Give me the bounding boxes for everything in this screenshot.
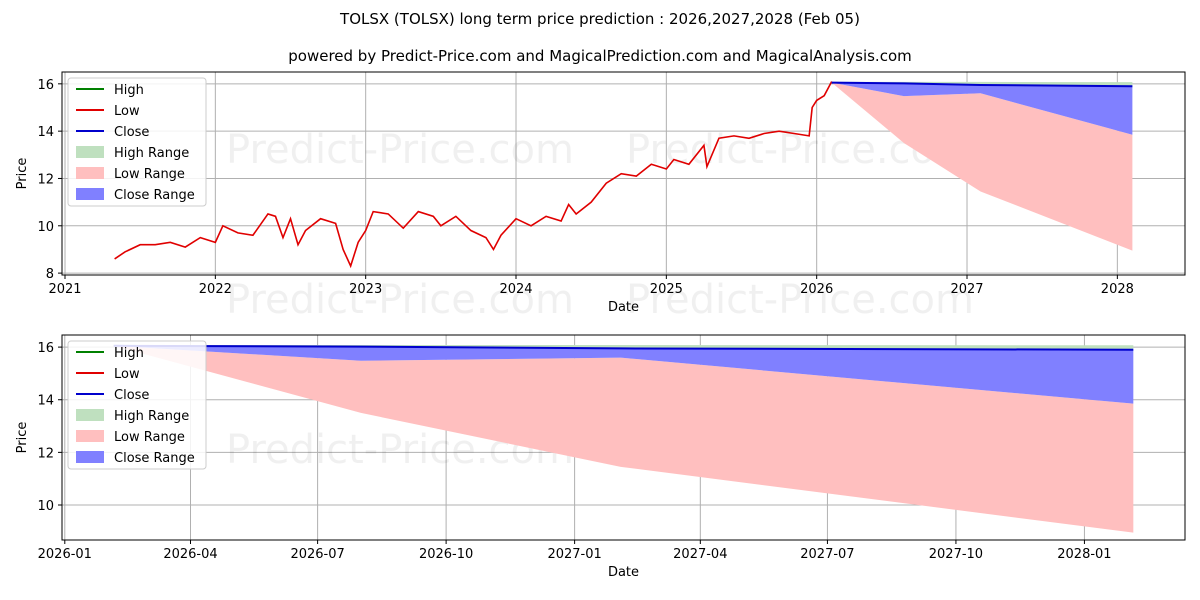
legend-label: Low Range bbox=[114, 167, 185, 182]
legend-label: Low Range bbox=[114, 430, 185, 445]
y-tick-label: 10 bbox=[37, 499, 54, 514]
x-tick-label: 2026 bbox=[800, 282, 833, 297]
x-tick-label: 2026-01 bbox=[38, 547, 92, 562]
x-tick-label: 2027-10 bbox=[929, 547, 983, 562]
x-tick-label: 2028 bbox=[1101, 282, 1134, 297]
x-tick-label: 2023 bbox=[349, 282, 382, 297]
y-tick-label: 16 bbox=[37, 78, 54, 93]
close-range-area bbox=[831, 82, 1133, 135]
y-tick-label: 10 bbox=[37, 220, 54, 235]
x-axis-label: Date bbox=[608, 300, 639, 315]
legend-swatch-close-range bbox=[76, 451, 104, 463]
legend-label: Low bbox=[114, 104, 140, 119]
axes-frame bbox=[61, 334, 1186, 541]
low-range-area bbox=[831, 82, 1133, 251]
x-tick-label: 2026-10 bbox=[419, 547, 473, 562]
close-line bbox=[113, 344, 1134, 351]
legend-label: High Range bbox=[114, 146, 189, 161]
y-axis-label: Price bbox=[15, 422, 30, 454]
y-tick-label: 16 bbox=[37, 341, 54, 356]
legend-swatch-high-range bbox=[76, 146, 104, 158]
legend-swatch-low-range bbox=[76, 167, 104, 179]
close-range-area bbox=[113, 345, 1134, 404]
x-tick-label: 2025 bbox=[650, 282, 683, 297]
low-range-area bbox=[113, 345, 1134, 533]
y-tick-label: 14 bbox=[37, 125, 54, 140]
x-tick-label: 2027-07 bbox=[800, 547, 854, 562]
chart-subtitle: powered by Predict-Price.com and Magical… bbox=[288, 47, 912, 65]
y-tick-label: 12 bbox=[37, 172, 54, 187]
x-tick-label: 2024 bbox=[499, 282, 532, 297]
legend-label: Close Range bbox=[114, 188, 195, 203]
legend-label: Close Range bbox=[114, 451, 195, 466]
x-tick-label: 2026-04 bbox=[163, 547, 217, 562]
legend-swatch-high-range bbox=[76, 409, 104, 421]
watermark: Predict-Price.com bbox=[226, 127, 574, 173]
legend-label: High bbox=[114, 83, 144, 98]
x-tick-label: 2027-04 bbox=[673, 547, 727, 562]
legend-label: Low bbox=[114, 367, 140, 382]
y-tick-label: 8 bbox=[46, 267, 54, 282]
watermark: Predict-Price.com bbox=[626, 277, 974, 323]
legend-label: Close bbox=[114, 125, 149, 140]
x-tick-label: 2022 bbox=[199, 282, 232, 297]
x-tick-label: 2028-01 bbox=[1057, 547, 1111, 562]
legend-label: High Range bbox=[114, 409, 189, 424]
chart-title: TOLSX (TOLSX) long term price prediction… bbox=[340, 10, 860, 28]
legend-label: Close bbox=[114, 388, 149, 403]
legend-swatch-close-range bbox=[76, 188, 104, 200]
watermark: Predict-Price.com bbox=[226, 277, 574, 323]
legend-swatch-low-range bbox=[76, 430, 104, 442]
y-tick-label: 14 bbox=[37, 394, 54, 409]
low-line bbox=[114, 81, 833, 269]
close-line bbox=[831, 81, 1133, 88]
x-tick-label: 2027 bbox=[950, 282, 983, 297]
x-tick-label: 2021 bbox=[48, 282, 81, 297]
x-tick-label: 2027-01 bbox=[547, 547, 601, 562]
y-axis-label: Price bbox=[15, 158, 30, 190]
axes-frame bbox=[61, 71, 1186, 276]
legend-label: High bbox=[114, 346, 144, 361]
y-tick-label: 12 bbox=[37, 446, 54, 461]
x-axis-label: Date bbox=[608, 565, 639, 580]
x-tick-label: 2026-07 bbox=[290, 547, 344, 562]
